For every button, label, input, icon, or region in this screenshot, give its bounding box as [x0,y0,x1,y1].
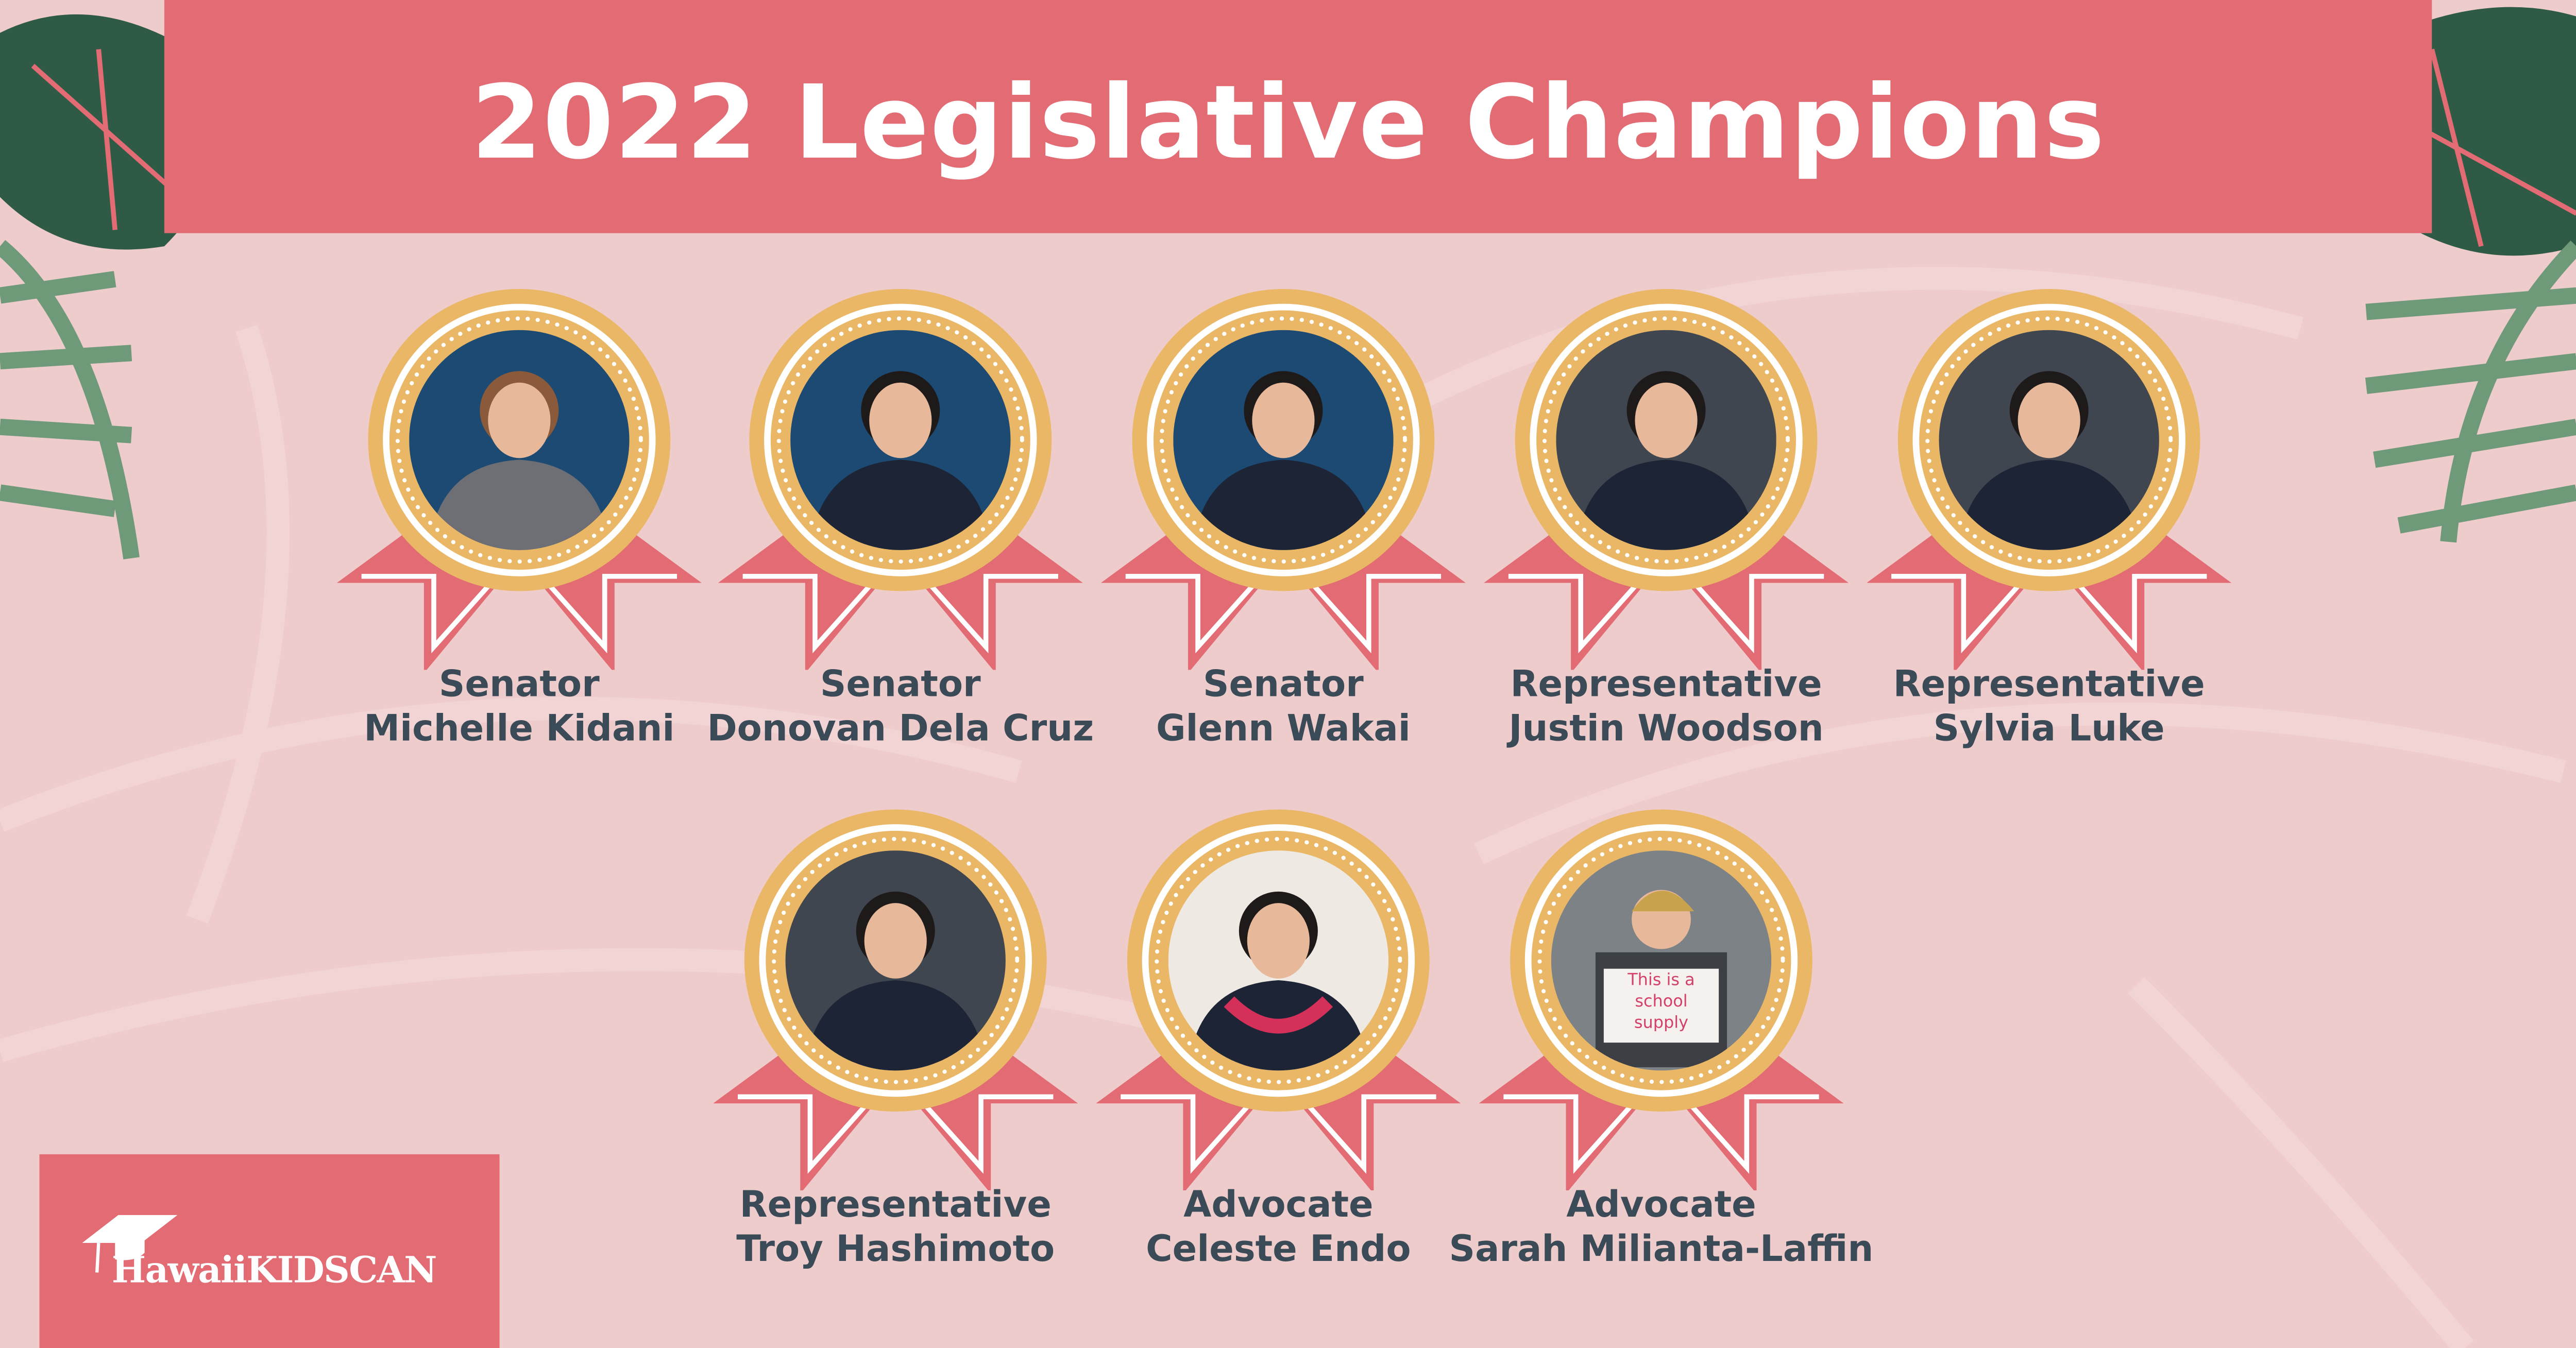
sign-text: This is a school supply [1628,972,1695,1033]
champion-name: Sylvia Luke [1933,709,2165,750]
portrait-woman-lei [1168,850,1389,1071]
champion-caption: Senator Michelle Kidani [257,663,783,752]
champion-caption: Senator Donovan Dela Cruz [637,663,1163,752]
champion-medal: Representative Sylvia Luke [1852,276,2246,801]
champion-title: Representative [1510,664,1822,706]
palm-leaf-right [2365,241,2576,543]
champion-caption: Representative Troy Hashimoto [633,1184,1159,1272]
portrait-woman-sign [1551,850,1772,1071]
portrait-woman [409,330,630,550]
champion-title: Advocate [1566,1185,1756,1227]
champion-name: Donovan Dela Cruz [707,709,1094,750]
champion-caption: Representative Sylvia Luke [1786,663,2312,752]
champion-medal: Representative Troy Hashimoto [698,796,1092,1322]
champion-medal: Senator Glenn Wakai [1086,276,1480,801]
champion-name: Sarah Milianta-Laffin [1449,1230,1874,1271]
graduation-cap-icon [82,1215,178,1273]
champion-name: Michelle Kidani [364,709,675,750]
champion-title: Senator [1202,664,1364,706]
portrait-man [790,330,1011,550]
portrait-man [785,850,1006,1071]
champion-title: Advocate [1183,1185,1374,1227]
palm-leaf-left [0,240,140,560]
champion-caption: Advocate Sarah Milianta-Laffin [1398,1184,1924,1272]
champion-medal: This is a school supply Advocate Sarah M… [1449,796,1873,1322]
champion-name: Glenn Wakai [1156,709,1411,750]
champion-title: Representative [1893,664,2205,706]
title-banner [164,0,2432,233]
portrait-woman [1939,330,2159,550]
portrait-man [1556,330,1776,550]
champion-medal: Senator Michelle Kidani [322,276,716,801]
champion-caption: Representative Justin Woodson [1403,663,1929,752]
champion-name: Justin Woodson [1509,709,1824,750]
logo-text: HawaiiKIDSCAN [111,1249,437,1292]
page-title: 2022 Legislative Champions [471,62,2106,182]
portrait-man [1173,330,1394,550]
champion-name: Celeste Endo [1146,1230,1411,1271]
school-supply-sign [1603,968,1719,1043]
champion-name: Troy Hashimoto [736,1230,1055,1271]
champion-caption: Advocate Celeste Endo [1015,1184,1541,1272]
champion-medal: Advocate Celeste Endo [1081,796,1476,1322]
hawaiikidscan-logo: HawaiiKIDSCAN [39,1154,500,1348]
champion-caption: Senator Glenn Wakai [1021,663,1547,752]
champion-medal: Representative Justin Woodson [1469,276,1863,801]
champion-title: Senator [438,664,600,706]
champion-title: Representative [739,1185,1052,1227]
champion-title: Senator [820,664,981,706]
champion-medal: Senator Donovan Dela Cruz [703,276,1097,801]
